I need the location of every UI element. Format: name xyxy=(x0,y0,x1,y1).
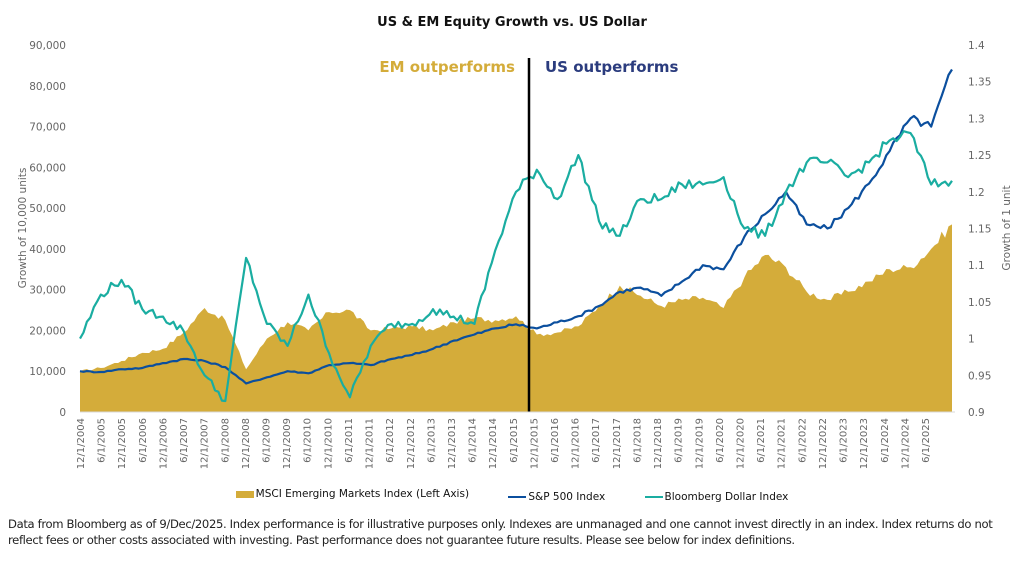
right-tick-label: 0.9 xyxy=(968,407,985,419)
x-tick-label: 12/1/2007 xyxy=(200,418,211,469)
left-tick-label: 90,000 xyxy=(29,40,66,52)
plot-area xyxy=(79,58,953,412)
left-tick-label: 0 xyxy=(59,407,66,419)
x-tick-label: 12/1/2006 xyxy=(158,418,169,469)
legend-swatch-area xyxy=(235,490,254,498)
x-tick-label: 12/1/2018 xyxy=(653,418,664,469)
x-tick-label: 6/1/2012 xyxy=(385,418,396,463)
right-tick-label: 1.4 xyxy=(968,40,985,52)
x-tick-label: 6/1/2023 xyxy=(839,418,850,463)
left-axis-ticks: 0 10,000 20,000 30,000 40,000 50,000 60,000 70,… xyxy=(29,40,66,419)
left-tick-label: 80,000 xyxy=(29,81,66,93)
series-area-msci-em xyxy=(80,224,952,412)
x-tick-label: 12/1/2008 xyxy=(241,418,252,469)
right-tick-label: 1 xyxy=(968,334,975,346)
x-tick-label: 12/1/2010 xyxy=(323,418,334,469)
x-tick-label: 12/1/2023 xyxy=(859,418,870,469)
x-tick-label: 6/1/2018 xyxy=(632,418,643,463)
x-tick-label: 6/1/2011 xyxy=(344,418,355,463)
x-tick-label: 6/1/2016 xyxy=(550,418,561,463)
x-tick-label: 12/1/2013 xyxy=(447,418,458,469)
x-tick-label: 6/1/2024 xyxy=(880,418,891,463)
x-tick-label: 6/1/2010 xyxy=(303,418,314,463)
legend: MSCI Emerging Markets Index (Left Axis) … xyxy=(0,488,1024,503)
x-tick-label: 6/1/2007 xyxy=(179,418,190,463)
legend-item-msci-em: MSCI Emerging Markets Index (Left Axis) xyxy=(235,488,470,500)
chart-title: US & EM Equity Growth vs. US Dollar xyxy=(377,15,647,30)
left-tick-label: 70,000 xyxy=(29,122,66,134)
right-tick-label: 1.2 xyxy=(968,187,985,199)
x-tick-label: 12/1/2021 xyxy=(777,418,788,469)
x-tick-label: 6/1/2015 xyxy=(509,418,520,463)
right-tick-label: 1.3 xyxy=(968,113,985,125)
x-tick-label: 12/1/2019 xyxy=(694,418,705,469)
x-tick-label: 6/1/2005 xyxy=(97,418,108,463)
left-tick-label: 30,000 xyxy=(29,285,66,297)
x-tick-label: 12/1/2015 xyxy=(529,418,540,469)
right-tick-label: 1.35 xyxy=(968,77,991,89)
left-tick-label: 60,000 xyxy=(29,162,66,174)
legend-swatch-line xyxy=(644,495,663,498)
legend-label: S&P 500 Index xyxy=(528,490,606,503)
x-tick-label: 12/1/2009 xyxy=(282,418,293,469)
x-tick-label: 6/1/2006 xyxy=(138,418,149,463)
x-tick-label: 12/1/2016 xyxy=(571,418,582,469)
footnote: Data from Bloomberg as of 9/Dec/2025. In… xyxy=(8,517,993,547)
x-tick-label: 6/1/2022 xyxy=(797,418,808,463)
legend-label: MSCI Emerging Markets Index (Left Axis) xyxy=(255,488,470,500)
x-tick-label: 12/1/2024 xyxy=(900,418,911,469)
x-tick-label: 6/1/2008 xyxy=(220,418,231,463)
x-axis-ticks: 12/1/2004 6/1/2005 12/1/2005 6/1/2006 12/1/2… xyxy=(76,418,932,469)
x-tick-label: 6/1/2021 xyxy=(756,418,767,463)
right-tick-label: 1.25 xyxy=(968,150,991,162)
legend-label: Bloomberg Dollar Index xyxy=(664,490,789,503)
right-axis-ticks: 0.9 0.95 1 1.05 1.1 1.15 1.2 1.25 1.3 1.35 1.4 xyxy=(968,40,991,419)
x-tick-label: 6/1/2014 xyxy=(468,418,479,463)
legend-item-dollar-index: Bloomberg Dollar Index xyxy=(644,490,789,503)
legend-swatch-line xyxy=(508,495,527,498)
left-axis-label: Growth of 10,000 units xyxy=(17,168,29,289)
left-tick-label: 50,000 xyxy=(29,203,66,215)
legend-item-sp500: S&P 500 Index xyxy=(508,491,605,503)
chart-area: US & EM Equity Growth vs. US Dollar 0 10,… xyxy=(17,15,1013,469)
x-tick-label: 12/1/2020 xyxy=(736,418,747,469)
right-tick-label: 1.1 xyxy=(968,260,985,272)
right-axis-label: Growth of 1 unit xyxy=(1001,185,1013,270)
x-tick-label: 6/1/2009 xyxy=(261,418,272,463)
annotation-us-outperforms: US outperforms xyxy=(545,58,679,76)
annotation-em-outperforms: EM outperforms xyxy=(379,58,515,76)
x-tick-label: 6/1/2017 xyxy=(591,418,602,463)
right-tick-label: 0.95 xyxy=(968,370,991,382)
x-tick-label: 6/1/2019 xyxy=(674,418,685,463)
x-tick-label: 6/1/2025 xyxy=(921,418,932,463)
x-tick-label: 12/1/2014 xyxy=(488,418,499,469)
x-tick-label: 12/1/2004 xyxy=(76,418,87,469)
x-tick-label: 6/1/2013 xyxy=(426,418,437,463)
x-tick-label: 12/1/2022 xyxy=(818,418,829,469)
x-tick-label: 12/1/2012 xyxy=(406,418,417,469)
x-tick-label: 12/1/2017 xyxy=(612,418,623,469)
left-tick-label: 10,000 xyxy=(29,366,66,378)
right-tick-label: 1.15 xyxy=(968,224,991,236)
left-tick-label: 20,000 xyxy=(29,325,66,337)
x-tick-label: 6/1/2020 xyxy=(715,418,726,463)
left-tick-label: 40,000 xyxy=(29,244,66,256)
right-tick-label: 1.05 xyxy=(968,297,991,309)
x-tick-label: 12/1/2005 xyxy=(117,418,128,469)
x-tick-label: 12/1/2011 xyxy=(365,418,376,469)
series-line-sp500 xyxy=(79,68,953,385)
series-line-dollar-index xyxy=(79,130,953,403)
